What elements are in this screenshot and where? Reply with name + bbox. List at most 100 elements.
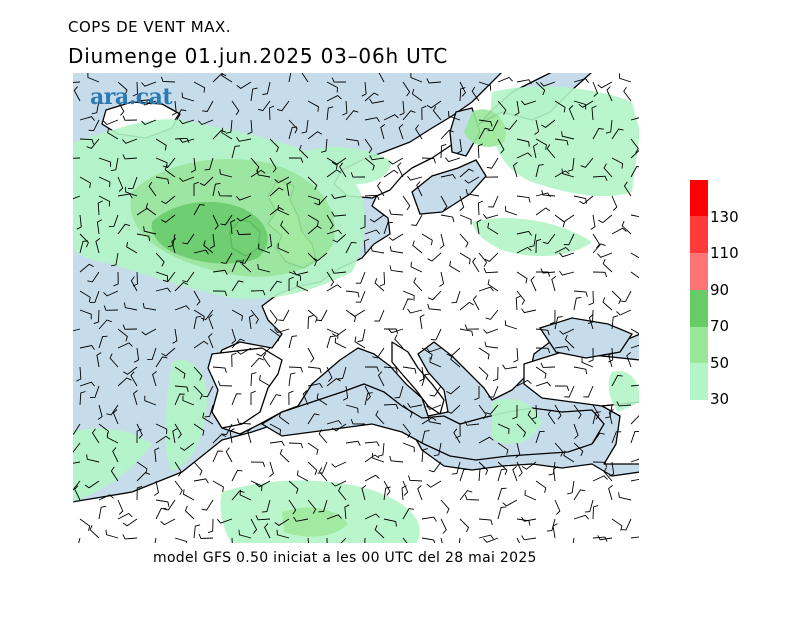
wind-barb xyxy=(288,372,296,387)
legend-band-90 xyxy=(690,253,708,290)
wind-barb xyxy=(458,537,461,544)
wind-barb xyxy=(72,81,81,83)
wind-barb xyxy=(504,119,518,130)
wind-barb xyxy=(257,263,271,273)
wind-barb xyxy=(459,252,471,265)
chart-title: COPS DE VENT MAX. xyxy=(68,18,232,36)
wind-barb xyxy=(561,168,575,178)
wind-barb xyxy=(364,138,373,154)
map-frame xyxy=(72,72,640,544)
wind-barb xyxy=(592,128,604,140)
wind-barb xyxy=(269,461,274,477)
wind-barb xyxy=(516,518,531,526)
wind-barb xyxy=(445,157,461,163)
wind-barb xyxy=(411,214,423,226)
wind-barb xyxy=(497,442,509,455)
wind-barb xyxy=(402,110,416,121)
wind-barb xyxy=(374,278,385,292)
wind-barb xyxy=(89,385,100,398)
wind-barb xyxy=(307,347,315,363)
wind-barb xyxy=(383,480,391,496)
wind-barb xyxy=(440,214,455,223)
wind-barb xyxy=(364,441,380,447)
wind-barb xyxy=(307,499,317,514)
wind-barb xyxy=(421,373,431,387)
wind-barb xyxy=(492,366,499,382)
wind-barb xyxy=(587,309,594,325)
wind-barb xyxy=(402,537,409,544)
wind-barb xyxy=(326,271,335,287)
wind-barb xyxy=(190,157,196,173)
wind-barb xyxy=(231,328,237,344)
wind-barb xyxy=(212,450,223,463)
wind-barb xyxy=(202,412,214,425)
wind-barb xyxy=(288,480,299,494)
wind-barb xyxy=(230,219,236,235)
wind-barb xyxy=(483,537,499,543)
wind-barb xyxy=(171,100,177,116)
wind-barb xyxy=(573,296,582,311)
wind-barb xyxy=(611,315,619,330)
wind-barb xyxy=(141,81,157,87)
wind-barb xyxy=(364,229,380,235)
wind-barb xyxy=(288,390,294,406)
wind-barb xyxy=(203,240,214,254)
wind-barb xyxy=(239,489,252,501)
wind-barb xyxy=(288,276,294,292)
wind-barb xyxy=(79,391,86,406)
wind-barb xyxy=(208,333,214,349)
wind-barb xyxy=(269,309,278,325)
wind-barb xyxy=(280,220,290,235)
wind-barb xyxy=(236,347,252,355)
wind-barb xyxy=(89,290,100,303)
wind-barb xyxy=(231,393,242,406)
wind-barb xyxy=(162,271,176,283)
wind-barb xyxy=(592,271,608,278)
wind-barb xyxy=(117,512,133,520)
wind-barb xyxy=(182,271,195,283)
wind-barb xyxy=(193,478,209,484)
wind-barb xyxy=(364,194,380,200)
wind-barb xyxy=(109,353,119,368)
wind-barb xyxy=(478,366,489,380)
wind-barb xyxy=(399,100,405,116)
wind-barb xyxy=(608,352,613,368)
wind-barb xyxy=(288,499,297,515)
wind-barb xyxy=(345,404,359,414)
wind-barb xyxy=(421,448,428,463)
wind-barb xyxy=(630,117,640,121)
wind-barb xyxy=(98,176,111,188)
wind-barb xyxy=(483,267,499,274)
wind-barb xyxy=(297,470,309,482)
wind-barb xyxy=(478,128,490,140)
wind-barb xyxy=(375,410,385,425)
wind-barb xyxy=(487,222,499,235)
wind-barb xyxy=(505,206,518,216)
wind-barb xyxy=(592,243,606,254)
wind-barb xyxy=(427,303,442,311)
wind-barb xyxy=(93,309,100,325)
wind-barb xyxy=(618,492,632,501)
legend-label-70: 70 xyxy=(710,317,730,335)
wind-barb xyxy=(623,86,632,102)
wind-barb xyxy=(300,72,309,83)
wind-barb xyxy=(402,81,411,97)
wind-barb xyxy=(521,308,537,314)
wind-barb xyxy=(193,309,205,322)
wind-barb xyxy=(201,499,214,511)
wind-barb xyxy=(630,430,640,444)
wind-barb xyxy=(184,505,195,520)
wind-barb xyxy=(133,390,138,406)
wind-barb xyxy=(212,73,227,83)
wind-barb xyxy=(364,117,380,123)
wind-barb xyxy=(439,271,445,287)
wind-barb xyxy=(132,81,138,97)
wind-barb xyxy=(96,352,102,368)
wind-barb xyxy=(164,164,176,178)
wind-barb xyxy=(344,504,350,520)
wind-barb xyxy=(326,106,334,121)
wind-barb xyxy=(588,290,594,306)
wind-barb xyxy=(288,366,304,373)
wind-barb xyxy=(141,119,157,126)
wind-barb xyxy=(161,195,176,205)
